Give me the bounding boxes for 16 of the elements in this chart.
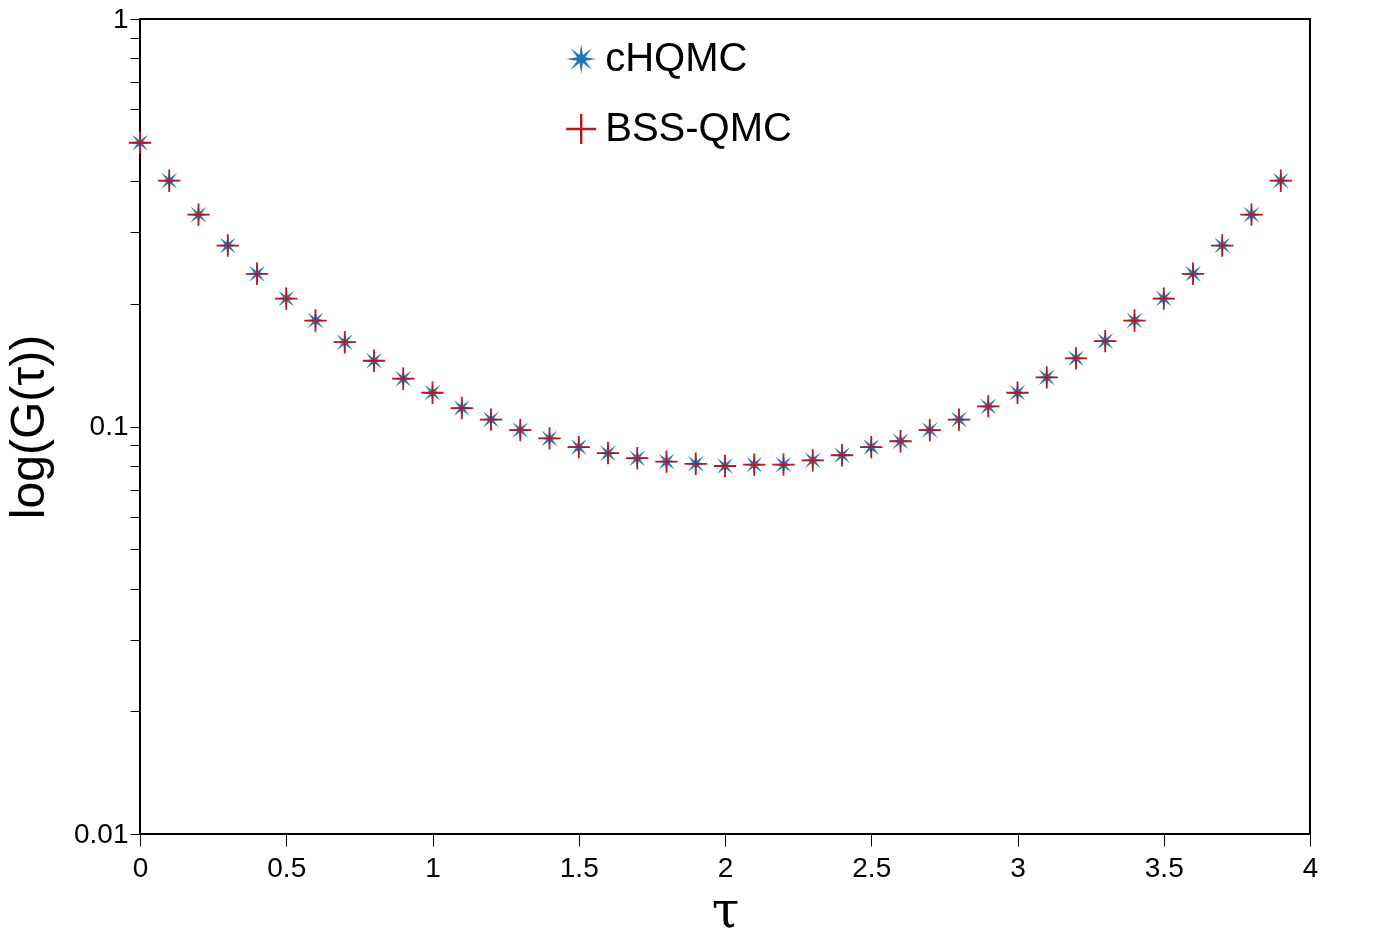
x-tick-label: 4 — [1302, 851, 1319, 883]
x-tick-label: 3.5 — [1144, 851, 1184, 883]
y-axis-title: log(G(τ)) — [1, 334, 54, 520]
x-tick-label: 1.5 — [559, 851, 599, 883]
y-tick-label: 0.1 — [89, 410, 129, 441]
legend-label: cHQMC — [605, 35, 748, 79]
x-tick-label: 0 — [132, 851, 149, 883]
x-tick-label: 0.5 — [267, 851, 307, 883]
x-tick-label: 3 — [1010, 851, 1026, 883]
legend-label: BSS-QMC — [605, 105, 792, 149]
y-tick-label: 1 — [112, 2, 129, 34]
x-tick-label: 2.5 — [852, 851, 892, 883]
x-tick-label: 2 — [717, 851, 734, 883]
y-tick-label: 0.01 — [74, 817, 129, 849]
x-tick-label: 1 — [425, 851, 441, 883]
x-axis-title: τ — [711, 880, 740, 939]
